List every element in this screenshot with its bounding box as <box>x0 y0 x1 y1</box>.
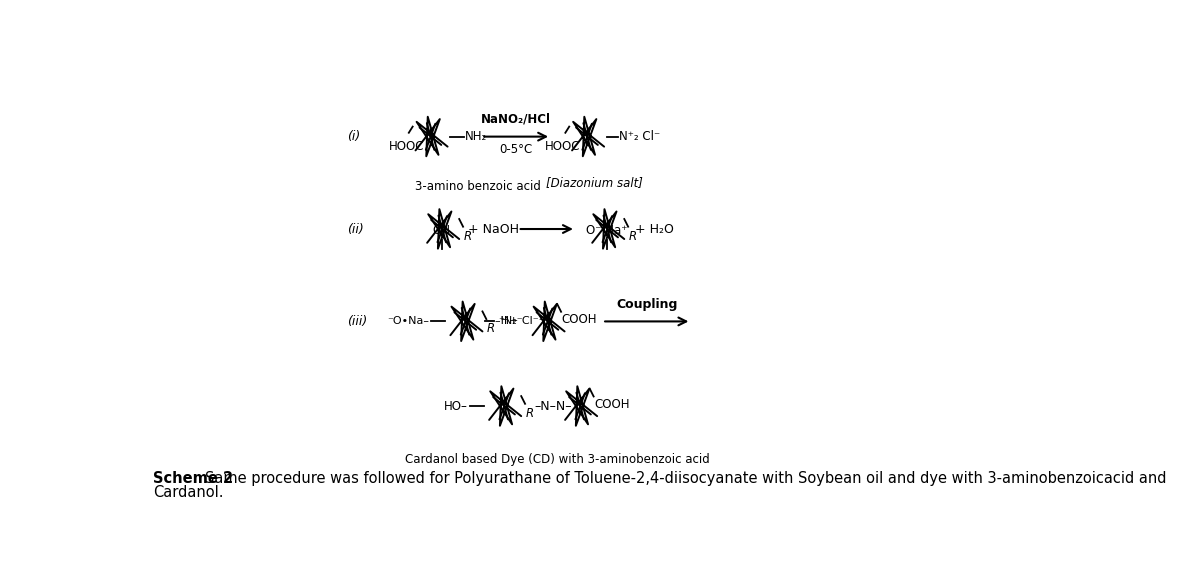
Text: –H+ Cl⁻¹: –H+ Cl⁻¹ <box>495 316 543 327</box>
Text: N⁺₂ Cl⁻: N⁺₂ Cl⁻ <box>620 130 661 143</box>
Text: (iii): (iii) <box>348 315 368 328</box>
Text: 0-5°C: 0-5°C <box>499 143 532 156</box>
Text: O⁻ Na⁺: O⁻ Na⁺ <box>587 224 628 237</box>
Text: COOH: COOH <box>595 398 630 411</box>
Text: Same procedure was followed for Polyurathane of Toluene-2,4-diisocyanate with So: Same procedure was followed for Polyurat… <box>205 471 1167 486</box>
Text: ⁻O•Na–: ⁻O•Na– <box>388 316 429 327</box>
Text: [Diazonium salt]: [Diazonium salt] <box>545 176 643 189</box>
Text: HOOC: HOOC <box>545 140 581 154</box>
Text: R: R <box>525 407 534 420</box>
Text: ⁺N₂⁻: ⁺N₂⁻ <box>498 316 523 327</box>
Text: Cardanol based Dye (CD) with 3-aminobenzoic acid: Cardanol based Dye (CD) with 3-aminobenz… <box>405 453 709 466</box>
Text: R: R <box>464 230 472 243</box>
Text: + H₂O: + H₂O <box>635 223 674 236</box>
Text: NaNO₂/HCl: NaNO₂/HCl <box>481 113 551 126</box>
Text: OH: OH <box>432 224 451 237</box>
Text: HO–: HO– <box>444 399 468 413</box>
Text: –N–N–: –N–N– <box>535 399 573 413</box>
Text: COOH: COOH <box>562 314 597 327</box>
Text: 3-amino benzoic acid: 3-amino benzoic acid <box>415 180 541 193</box>
Text: (ii): (ii) <box>348 223 364 236</box>
Text: Scheme 2: Scheme 2 <box>153 471 233 486</box>
Text: R: R <box>487 322 495 335</box>
Text: Cardanol.: Cardanol. <box>153 485 224 500</box>
Text: (i): (i) <box>348 130 360 143</box>
Text: Coupling: Coupling <box>616 298 677 311</box>
Text: NH₂: NH₂ <box>465 130 488 143</box>
Text: HOOC: HOOC <box>389 140 424 154</box>
Text: R: R <box>629 230 637 243</box>
Text: + NaOH: + NaOH <box>468 223 519 236</box>
